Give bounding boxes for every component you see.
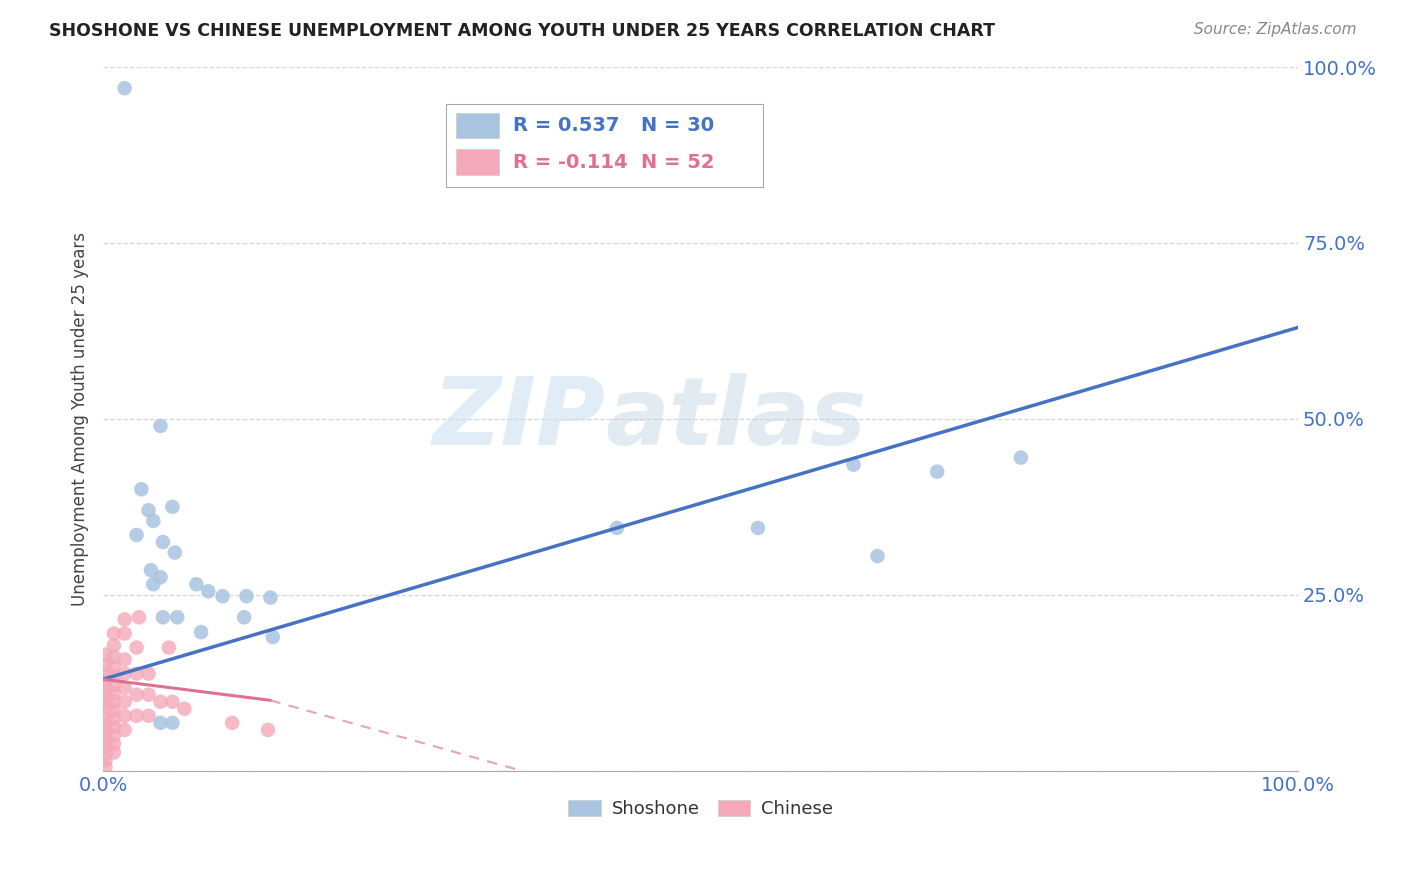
Point [866,549,889,563]
Point [125,528,148,542]
Point [138,708,160,723]
Point [94,746,117,760]
Point [114,81,136,95]
Point [94,681,117,695]
Point [103,649,125,664]
Point [103,686,125,700]
Point [162,500,184,514]
Point [190,625,212,640]
Point [103,703,125,717]
Point [221,715,243,730]
Point [152,610,174,624]
Text: R = 0.537: R = 0.537 [513,116,620,135]
Point [114,666,136,681]
Point [94,718,117,732]
Point [94,732,117,747]
Point [138,688,160,702]
Point [138,503,160,517]
FancyBboxPatch shape [456,150,499,175]
Point [131,482,153,496]
Point [94,753,117,767]
Point [149,570,172,584]
Point [103,669,125,683]
Point [94,760,117,774]
Point [94,648,117,662]
Text: ZIP: ZIP [432,373,605,465]
Point [103,712,125,726]
Point [125,640,148,655]
Point [103,737,125,751]
FancyBboxPatch shape [446,103,762,186]
Point [114,708,136,723]
Point [94,673,117,688]
Point [927,465,949,479]
Point [103,720,125,734]
Point [94,658,117,673]
Point [173,702,195,716]
Point [142,514,165,528]
Point [186,577,208,591]
Point [94,688,117,702]
Point [149,695,172,709]
Point [94,739,117,753]
FancyBboxPatch shape [456,112,499,138]
Point [114,723,136,737]
Legend: Shoshone, Chinese: Shoshone, Chinese [561,792,841,825]
Point [139,563,162,577]
Text: SHOSHONE VS CHINESE UNEMPLOYMENT AMONG YOUTH UNDER 25 YEARS CORRELATION CHART: SHOSHONE VS CHINESE UNEMPLOYMENT AMONG Y… [49,22,995,40]
Point [233,610,256,624]
Point [259,591,281,605]
Point [211,589,233,603]
Point [162,695,184,709]
Point [149,419,172,434]
Point [262,630,284,644]
Point [103,639,125,653]
Point [166,610,188,624]
Point [128,610,150,624]
Point [149,715,172,730]
Point [142,577,165,591]
Point [114,626,136,640]
Point [94,702,117,716]
Text: N = 30: N = 30 [641,116,714,135]
Text: N = 52: N = 52 [641,153,714,171]
Point [94,695,117,709]
Text: Source: ZipAtlas.com: Source: ZipAtlas.com [1194,22,1357,37]
Point [197,584,219,599]
Point [1010,450,1032,465]
Y-axis label: Unemployment Among Youth under 25 years: Unemployment Among Youth under 25 years [72,232,89,606]
Point [103,626,125,640]
Point [162,715,184,730]
Point [606,521,628,535]
Point [103,678,125,692]
Point [103,729,125,743]
Point [163,545,186,559]
Point [114,612,136,626]
Point [94,725,117,739]
Point [103,695,125,709]
Text: R = -0.114: R = -0.114 [513,153,627,171]
Point [138,666,160,681]
Point [747,521,769,535]
Point [235,589,257,603]
Point [125,708,148,723]
Point [125,688,148,702]
Point [94,666,117,681]
Point [157,640,180,655]
Point [842,458,865,472]
Point [152,535,174,549]
Point [125,666,148,681]
Point [94,711,117,725]
Point [103,745,125,759]
Point [114,681,136,695]
Text: atlas: atlas [605,373,866,465]
Point [103,659,125,673]
Point [257,723,280,737]
Point [114,652,136,666]
Point [114,695,136,709]
